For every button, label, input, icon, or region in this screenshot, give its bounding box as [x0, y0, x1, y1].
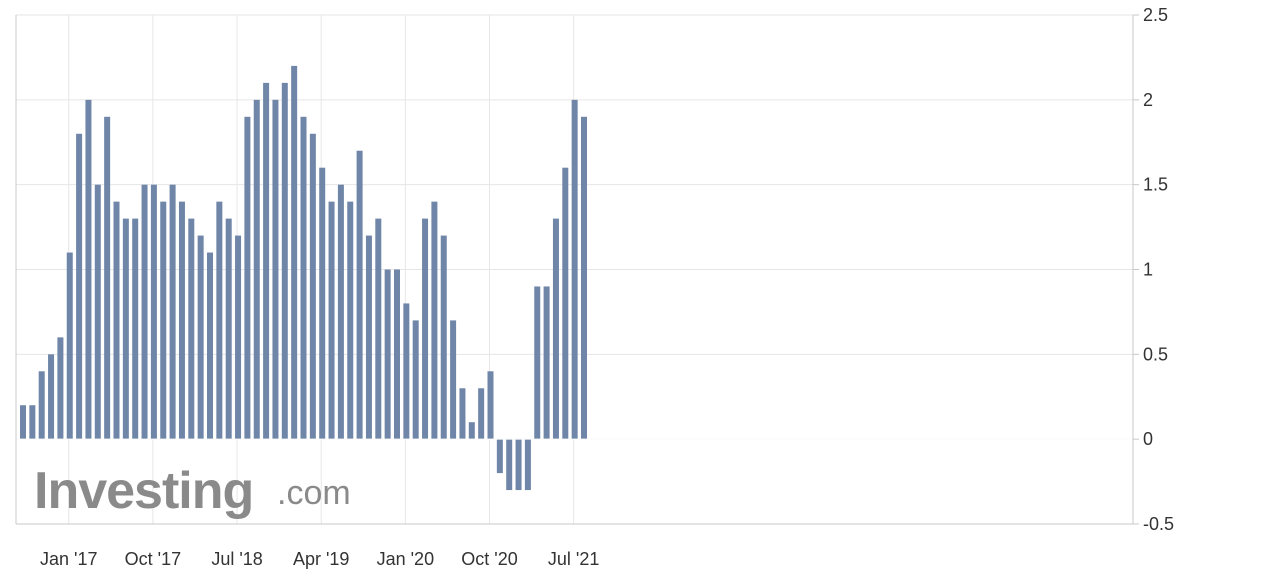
investing-logo: Investing .com [34, 462, 351, 520]
bar [253, 99, 260, 440]
bar [552, 218, 559, 440]
bar [225, 218, 232, 440]
bar [281, 82, 288, 440]
bar [113, 201, 120, 440]
bar [450, 320, 457, 440]
bar [66, 252, 73, 440]
bar [309, 133, 316, 440]
bar [328, 201, 335, 440]
x-axis-ticks: Jan '17 Oct '17 Jul '18 Apr '19 Jan '20 Oct '… [40, 549, 599, 569]
bar [122, 218, 129, 440]
bar [581, 116, 587, 440]
bar [571, 99, 578, 440]
bar [347, 201, 354, 440]
y-tick-label: 2.5 [1143, 5, 1168, 25]
x-tick-label: Oct '20 [461, 549, 517, 569]
bar [478, 388, 485, 440]
bar [104, 116, 111, 440]
x-tick-label: Apr '19 [293, 549, 349, 569]
bar [197, 235, 204, 440]
bar [422, 218, 429, 440]
logo-brand: Investing [34, 462, 253, 520]
x-tick-label: Jan '20 [377, 549, 434, 569]
bar [468, 422, 475, 440]
bar [20, 405, 26, 440]
bar [384, 269, 391, 440]
bar [487, 371, 494, 440]
bar [263, 82, 270, 440]
bar [132, 218, 139, 440]
x-tick-label: Jul '18 [211, 549, 262, 569]
x-tick-label: Jul '21 [548, 549, 599, 569]
bar [291, 65, 298, 440]
bar [188, 218, 195, 440]
bar [207, 252, 213, 440]
bar [375, 218, 382, 440]
bar [85, 99, 92, 440]
bar [216, 201, 223, 440]
x-tick-label: Oct '17 [125, 549, 181, 569]
bar [272, 99, 279, 440]
bar [160, 201, 167, 440]
y-tick-label: 1.5 [1143, 175, 1168, 195]
bar [244, 116, 251, 440]
bar [431, 201, 438, 440]
y-tick-label: 2 [1143, 90, 1153, 110]
y-tick-label: 1 [1143, 260, 1153, 280]
y-tick-label: 0 [1143, 429, 1153, 449]
bar [412, 320, 419, 440]
bar [403, 303, 410, 440]
bar [319, 167, 326, 440]
bar [150, 184, 157, 440]
bar [38, 371, 45, 440]
bar [94, 184, 101, 440]
bar [141, 184, 148, 440]
y-axis-ticks: 2.5 2 1.5 1 0.5 0 -0.5 [1133, 5, 1174, 534]
bar [459, 388, 466, 440]
bar [440, 235, 447, 440]
y-tick-label: 0.5 [1143, 344, 1168, 364]
bar [506, 439, 513, 491]
bar [562, 167, 569, 440]
bar [394, 269, 400, 440]
bars [20, 65, 587, 491]
bar [57, 337, 64, 440]
bar [300, 116, 307, 440]
bar [235, 235, 242, 440]
bar [169, 184, 176, 440]
bar [365, 235, 372, 440]
logo-suffix: .com [277, 474, 351, 512]
bar [534, 286, 541, 440]
bar [515, 439, 522, 491]
bar [48, 354, 55, 440]
bar [76, 133, 83, 440]
y-tick-label: -0.5 [1143, 514, 1174, 534]
x-tick-label: Jan '17 [40, 549, 97, 569]
bar [543, 286, 550, 440]
bar [496, 439, 503, 474]
bar [356, 150, 363, 440]
bar [337, 184, 344, 440]
bar [524, 439, 531, 491]
bar [29, 405, 36, 440]
bar [178, 201, 185, 440]
